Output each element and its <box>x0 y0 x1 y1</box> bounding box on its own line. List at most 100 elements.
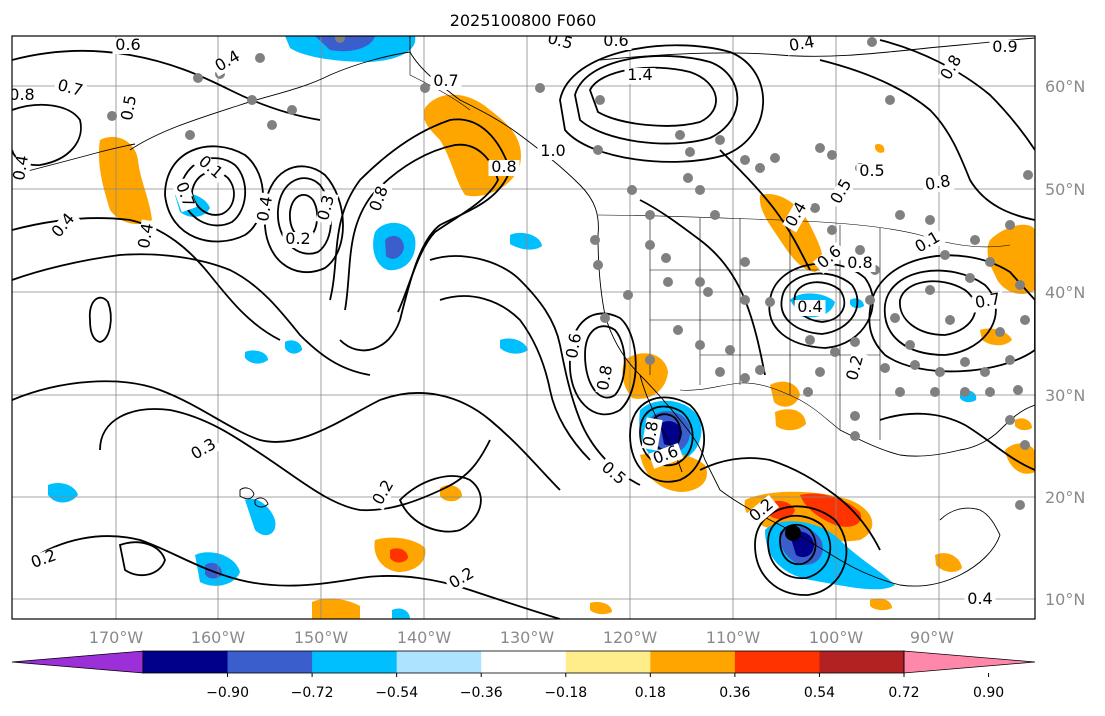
lat-label: 40°N <box>1045 283 1085 302</box>
map-frame <box>11 35 1036 620</box>
contour-label-bg <box>171 177 197 213</box>
contour-ring-canada-2 <box>574 55 739 145</box>
shade-orange-bottom-1 <box>312 598 360 619</box>
contour-label-bg <box>282 232 314 248</box>
shade-orange-west-coast <box>770 381 800 407</box>
contour-label: 0.6 <box>115 35 140 54</box>
colorbar-segment <box>227 651 313 673</box>
contour-ring-plains-3 <box>768 262 874 349</box>
colorbar-segment <box>650 651 736 673</box>
lon-label: 90°W <box>910 628 954 647</box>
contour-gulf <box>879 412 1035 471</box>
contour-label-bg <box>648 443 684 469</box>
lat-label: 50°N <box>1045 180 1085 199</box>
contour-label: 0.4 <box>788 32 816 55</box>
contour-lines <box>12 39 1035 619</box>
contour-label-bg <box>210 47 246 77</box>
colorbar-segment <box>396 651 482 673</box>
contour-label-bg <box>624 68 656 84</box>
lat-label: 10°N <box>1045 590 1085 609</box>
colorbar-extend-high <box>903 650 1036 674</box>
colorbar <box>11 650 1036 674</box>
contour-alaska-top <box>12 49 321 121</box>
contour-label: 0.5 <box>859 161 884 180</box>
contour-ring-tropical-2 <box>767 514 832 579</box>
colorbar-segment <box>143 651 229 673</box>
contour-label-bg <box>112 38 144 54</box>
contour-label-bg <box>488 160 520 176</box>
contour-label: 0.6 <box>603 31 628 50</box>
contour-label: 0.8 <box>847 253 872 272</box>
lon-label: 130°W <box>500 628 555 647</box>
colorbar-tick-label: −0.90 <box>206 685 249 701</box>
colorbar-ticks: −0.90 −0.72 −0.54 −0.36 −0.18 0.18 0.36 0.54 0.7… <box>206 673 1004 701</box>
contour-label-bg <box>964 592 996 608</box>
us-west-coast <box>597 234 721 491</box>
colorbar-tick-label: 0.54 <box>804 685 835 701</box>
contour-label: 0.4 <box>134 222 157 250</box>
colorbar-frame <box>142 650 905 674</box>
colorbar-segment <box>819 651 905 673</box>
lon-label: 140°W <box>397 628 452 647</box>
contour-ring-socal-1 <box>584 325 626 399</box>
contour-label: 0.7 <box>974 289 1002 312</box>
contour-label-bg <box>641 417 663 451</box>
mexico-west-coast <box>719 489 1001 587</box>
lat-label: 20°N <box>1045 488 1085 507</box>
canada-north-coast <box>409 36 1035 61</box>
contour-pacific-long <box>12 253 371 376</box>
aleutians <box>12 143 136 176</box>
contour-label-bg <box>910 228 946 258</box>
colorbar-tick-label: −0.36 <box>460 685 503 701</box>
colorbar-segment <box>565 651 651 673</box>
lon-label: 160°W <box>191 628 246 647</box>
contour-label-bg <box>186 435 222 465</box>
shade-nw-orange <box>98 136 152 225</box>
contour-pacific-mid <box>429 255 641 486</box>
contour-rockies <box>639 199 766 376</box>
colorbar-segment <box>481 651 567 673</box>
contour-label-bg <box>794 300 826 316</box>
colorbar-tick-label: 0.36 <box>719 685 750 701</box>
contour-label: 0.5 <box>117 94 140 122</box>
contour-label-bg <box>844 350 868 386</box>
contour-west-ring-1 <box>88 296 112 343</box>
contour-ocean-1 <box>12 380 561 491</box>
contour-label-bg <box>430 74 462 90</box>
colorbar-segment <box>734 651 820 673</box>
contour-label-bg <box>812 241 848 275</box>
shade-orange-small-1 <box>875 143 885 153</box>
contour-label-bg <box>192 151 228 185</box>
storm-center-marker <box>785 525 801 541</box>
colorbar-tick-label: −0.18 <box>544 685 587 701</box>
contour-label-bg <box>564 329 586 363</box>
shade-blue-small-5 <box>285 340 302 354</box>
contour-label: 0.4 <box>797 297 822 316</box>
contour-label-bg <box>537 144 569 160</box>
contour-label-bg <box>52 77 88 101</box>
contour-label: 0.4 <box>253 195 276 223</box>
contour-label: 1.0 <box>540 141 565 160</box>
contour-label-bg <box>595 457 631 491</box>
lat-label: 60°N <box>1045 77 1085 96</box>
lon-label: 170°W <box>89 628 144 647</box>
colorbar-tick-label: −0.54 <box>375 685 418 701</box>
contour-label-bg <box>856 164 888 180</box>
contour-label-bg <box>255 192 277 226</box>
lon-label: 100°W <box>809 628 864 647</box>
shade-orange-bottom-2 <box>935 553 962 572</box>
contour-label-bg <box>937 50 967 86</box>
contour-label: 0.9 <box>992 37 1017 56</box>
colorbar-tick-label: −0.72 <box>291 685 334 701</box>
contour-pacific-mid-2 <box>439 295 591 461</box>
shade-blue-baja-core <box>660 421 682 446</box>
shade-gulf-darkblue-top <box>315 36 375 52</box>
contour-label-bg <box>782 197 812 233</box>
contour-label-bg <box>595 361 617 395</box>
contour-ocean-5 <box>398 475 482 533</box>
contour-label-bg <box>827 174 857 210</box>
shade-orange-socal <box>622 353 668 399</box>
colorbar-tick-label: 0.72 <box>888 685 919 701</box>
contour-ocean-4 <box>118 541 166 577</box>
shade-blue-small-6 <box>392 608 410 619</box>
